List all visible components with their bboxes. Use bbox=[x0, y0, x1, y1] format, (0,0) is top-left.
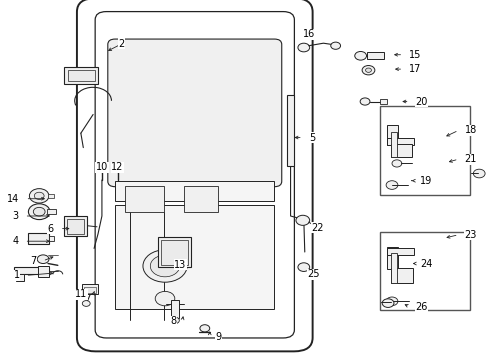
Bar bbox=[171, 300, 179, 318]
Bar bbox=[184, 186, 218, 212]
Circle shape bbox=[28, 204, 50, 220]
Bar bbox=[28, 233, 49, 244]
Bar bbox=[367, 52, 384, 59]
Bar bbox=[161, 240, 188, 265]
Circle shape bbox=[473, 169, 485, 178]
Text: 1: 1 bbox=[14, 270, 20, 280]
Bar bbox=[49, 236, 54, 241]
Text: 8: 8 bbox=[171, 316, 176, 326]
Text: 21: 21 bbox=[465, 154, 477, 164]
Circle shape bbox=[298, 43, 310, 52]
Bar bbox=[391, 268, 413, 283]
Text: 19: 19 bbox=[420, 176, 433, 186]
Text: 12: 12 bbox=[111, 162, 124, 172]
Circle shape bbox=[150, 255, 180, 277]
Circle shape bbox=[392, 160, 402, 167]
Circle shape bbox=[355, 51, 367, 60]
Text: 20: 20 bbox=[416, 96, 428, 107]
Bar bbox=[158, 237, 191, 267]
Circle shape bbox=[298, 263, 310, 271]
Circle shape bbox=[33, 207, 45, 216]
Bar bbox=[287, 95, 294, 166]
Text: 22: 22 bbox=[311, 222, 324, 233]
Circle shape bbox=[155, 291, 175, 306]
Circle shape bbox=[171, 317, 179, 324]
Text: 24: 24 bbox=[420, 258, 433, 269]
Bar bbox=[68, 70, 95, 81]
FancyBboxPatch shape bbox=[108, 39, 282, 187]
Bar bbox=[391, 132, 397, 157]
Bar bbox=[125, 186, 164, 212]
Text: 18: 18 bbox=[465, 125, 477, 135]
Text: 16: 16 bbox=[303, 29, 315, 39]
Bar bbox=[14, 267, 49, 274]
Circle shape bbox=[360, 98, 370, 105]
Text: 5: 5 bbox=[309, 132, 315, 143]
Circle shape bbox=[143, 250, 187, 282]
Circle shape bbox=[34, 192, 44, 199]
Text: 14: 14 bbox=[7, 194, 20, 204]
Circle shape bbox=[200, 325, 210, 332]
Bar bbox=[64, 216, 87, 236]
Circle shape bbox=[362, 66, 375, 75]
Bar bbox=[380, 232, 470, 310]
Circle shape bbox=[331, 42, 341, 49]
FancyBboxPatch shape bbox=[77, 0, 313, 351]
Bar bbox=[115, 204, 274, 309]
Text: 2: 2 bbox=[119, 39, 124, 49]
Circle shape bbox=[37, 255, 49, 264]
Bar bbox=[48, 194, 54, 198]
Bar bbox=[47, 209, 56, 214]
Text: 23: 23 bbox=[465, 230, 477, 240]
Text: 4: 4 bbox=[13, 236, 19, 246]
Circle shape bbox=[386, 181, 398, 189]
Circle shape bbox=[366, 68, 371, 72]
Bar bbox=[391, 253, 397, 283]
Bar bbox=[387, 247, 398, 269]
Bar bbox=[380, 99, 387, 104]
Text: 3: 3 bbox=[13, 211, 19, 221]
Text: 10: 10 bbox=[96, 162, 108, 172]
Bar bbox=[380, 106, 470, 195]
Text: 17: 17 bbox=[409, 64, 421, 74]
Bar bbox=[38, 266, 49, 277]
Circle shape bbox=[386, 297, 398, 306]
Bar bbox=[16, 274, 24, 281]
Bar bbox=[387, 125, 398, 145]
Text: 6: 6 bbox=[48, 224, 54, 234]
Bar bbox=[82, 284, 98, 294]
Bar bbox=[387, 248, 414, 255]
Text: 7: 7 bbox=[30, 256, 37, 266]
Text: 15: 15 bbox=[409, 50, 421, 60]
Bar bbox=[67, 219, 84, 234]
Bar bbox=[64, 67, 98, 84]
Circle shape bbox=[382, 299, 394, 307]
Text: 9: 9 bbox=[216, 332, 221, 342]
Circle shape bbox=[82, 301, 90, 306]
Text: 13: 13 bbox=[174, 260, 186, 270]
Circle shape bbox=[29, 189, 49, 203]
FancyBboxPatch shape bbox=[95, 12, 294, 338]
Text: 11: 11 bbox=[75, 289, 87, 300]
Bar bbox=[115, 181, 274, 201]
Circle shape bbox=[296, 215, 310, 225]
Bar bbox=[391, 144, 412, 157]
Bar bbox=[84, 287, 96, 293]
Bar bbox=[387, 138, 414, 145]
Text: 25: 25 bbox=[307, 269, 320, 279]
Text: 26: 26 bbox=[416, 302, 428, 312]
